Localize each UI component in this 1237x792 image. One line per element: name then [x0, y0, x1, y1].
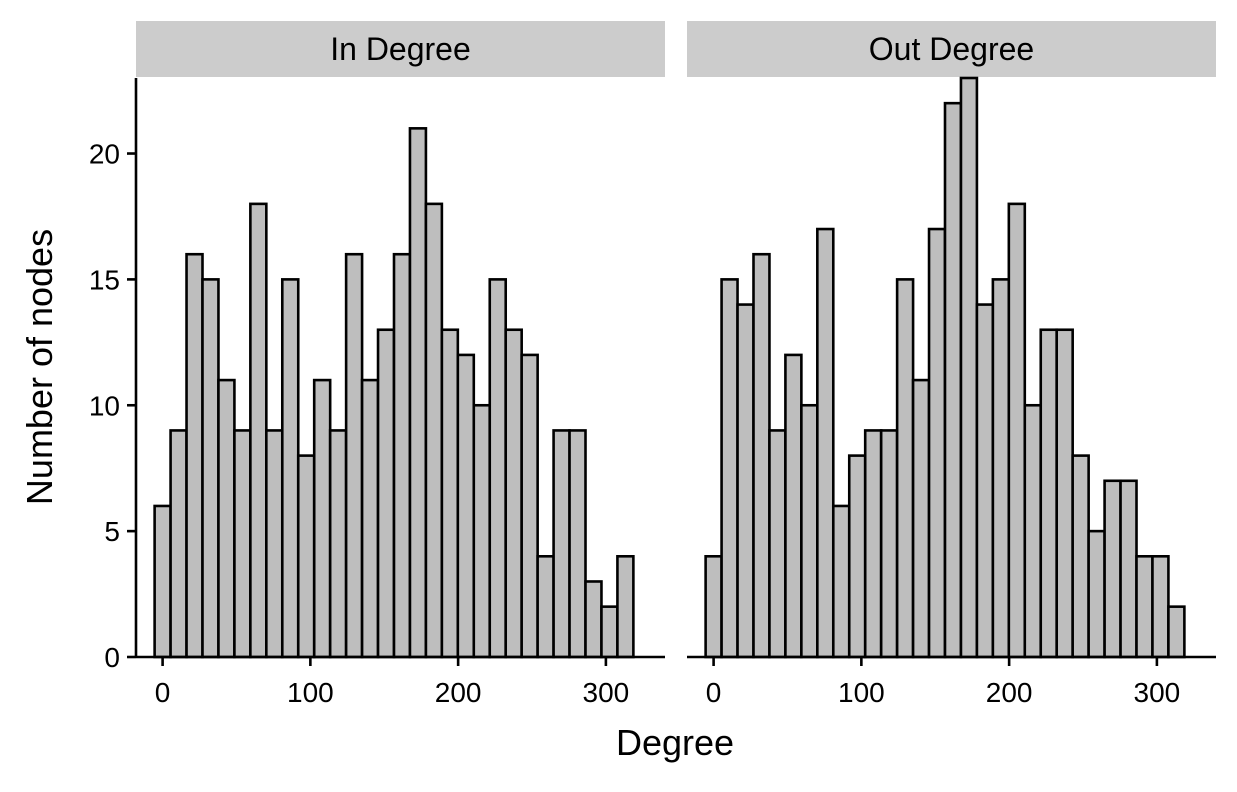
y-tick-label: 15: [89, 264, 120, 295]
histogram-bar: [568, 429, 587, 659]
histogram-bar: [392, 252, 412, 659]
y-axis-title: Number of nodes: [19, 229, 60, 505]
histogram-bar: [217, 378, 236, 659]
histogram-bar: [816, 227, 835, 659]
histogram-bar: [360, 378, 380, 659]
histogram-bar: [863, 429, 883, 659]
histogram-bar: [440, 328, 460, 659]
histogram-bar: [520, 353, 539, 659]
x-tick-label: 100: [287, 677, 334, 708]
histogram-bar: [927, 227, 947, 659]
histogram-bar: [1151, 555, 1170, 659]
histogram-bar: [584, 580, 603, 659]
histogram-bar: [296, 454, 316, 659]
histogram-bar: [616, 555, 635, 659]
histogram-bar: [408, 127, 428, 659]
histogram-bar: [895, 278, 915, 659]
histogram-bar: [1167, 605, 1186, 659]
y-tick-label: 10: [89, 390, 120, 421]
y-tick-label: 5: [104, 516, 120, 547]
histogram-bar: [1055, 328, 1074, 659]
histogram-bar: [169, 429, 188, 659]
histogram-bar: [768, 429, 787, 659]
y-tick-label: 0: [104, 642, 120, 673]
histogram-bar: [800, 403, 819, 659]
x-tick-label: 300: [583, 677, 630, 708]
facet-strip: [687, 21, 1216, 77]
histogram-bar: [959, 76, 979, 659]
histogram-bar: [736, 303, 755, 659]
histogram-bar: [784, 353, 803, 659]
histogram-bar: [488, 278, 508, 659]
histogram-bar: [185, 252, 204, 659]
histogram-bar: [847, 454, 867, 659]
histogram-bar: [975, 303, 995, 659]
panel-out-degree: Out Degree 0 100 200 300: [687, 21, 1216, 708]
histogram-bar: [249, 202, 268, 659]
histogram-bar: [265, 429, 284, 659]
histogram-bar: [752, 252, 771, 659]
histogram-bar: [153, 504, 172, 659]
histogram-bar: [1023, 403, 1043, 659]
x-tick-label: 200: [435, 677, 482, 708]
histogram-bar: [600, 605, 619, 659]
histogram-bar: [233, 429, 252, 659]
histogram-bar: [911, 378, 931, 659]
x-tick-label: 100: [838, 677, 885, 708]
histogram-bar: [312, 378, 332, 659]
histogram-bar: [720, 278, 739, 659]
x-tick-label: 0: [155, 677, 171, 708]
histogram-bar: [879, 429, 899, 659]
histogram-bar: [201, 278, 220, 659]
facet-strip: [136, 21, 665, 77]
histogram-bar: [536, 555, 555, 659]
histogram-bar: [1007, 202, 1027, 659]
histogram-bar: [472, 403, 492, 659]
histogram-bar: [1071, 454, 1090, 659]
histogram-bar: [1135, 555, 1154, 659]
histogram-bar: [552, 429, 571, 659]
histogram-bar: [1103, 479, 1122, 659]
histogram-bar: [456, 353, 476, 659]
histogram-bar: [943, 101, 963, 659]
histogram-bar: [831, 504, 851, 659]
x-axis-title: Degree: [616, 722, 734, 763]
histogram-bar: [991, 278, 1011, 659]
histogram-bar: [344, 252, 364, 659]
histogram-bar: [424, 202, 444, 659]
panel-in-degree: In Degree 0 100 200 300 0 5 10 15 20: [89, 21, 665, 708]
x-tick-label: 0: [706, 677, 722, 708]
histogram-bar: [376, 328, 396, 659]
histogram-bar: [504, 328, 523, 659]
histogram-bar: [704, 555, 723, 659]
histogram-bar: [280, 278, 300, 659]
x-tick-label: 300: [1134, 677, 1181, 708]
x-tick-label: 200: [986, 677, 1033, 708]
histogram-bar: [1119, 479, 1138, 659]
facet-strip-label: In Degree: [330, 31, 471, 67]
histogram-bar: [1087, 529, 1106, 659]
facet-strip-label: Out Degree: [869, 31, 1034, 67]
y-tick-label: 20: [89, 139, 120, 170]
histogram-bar: [1039, 328, 1059, 659]
histogram-bar: [328, 429, 348, 659]
